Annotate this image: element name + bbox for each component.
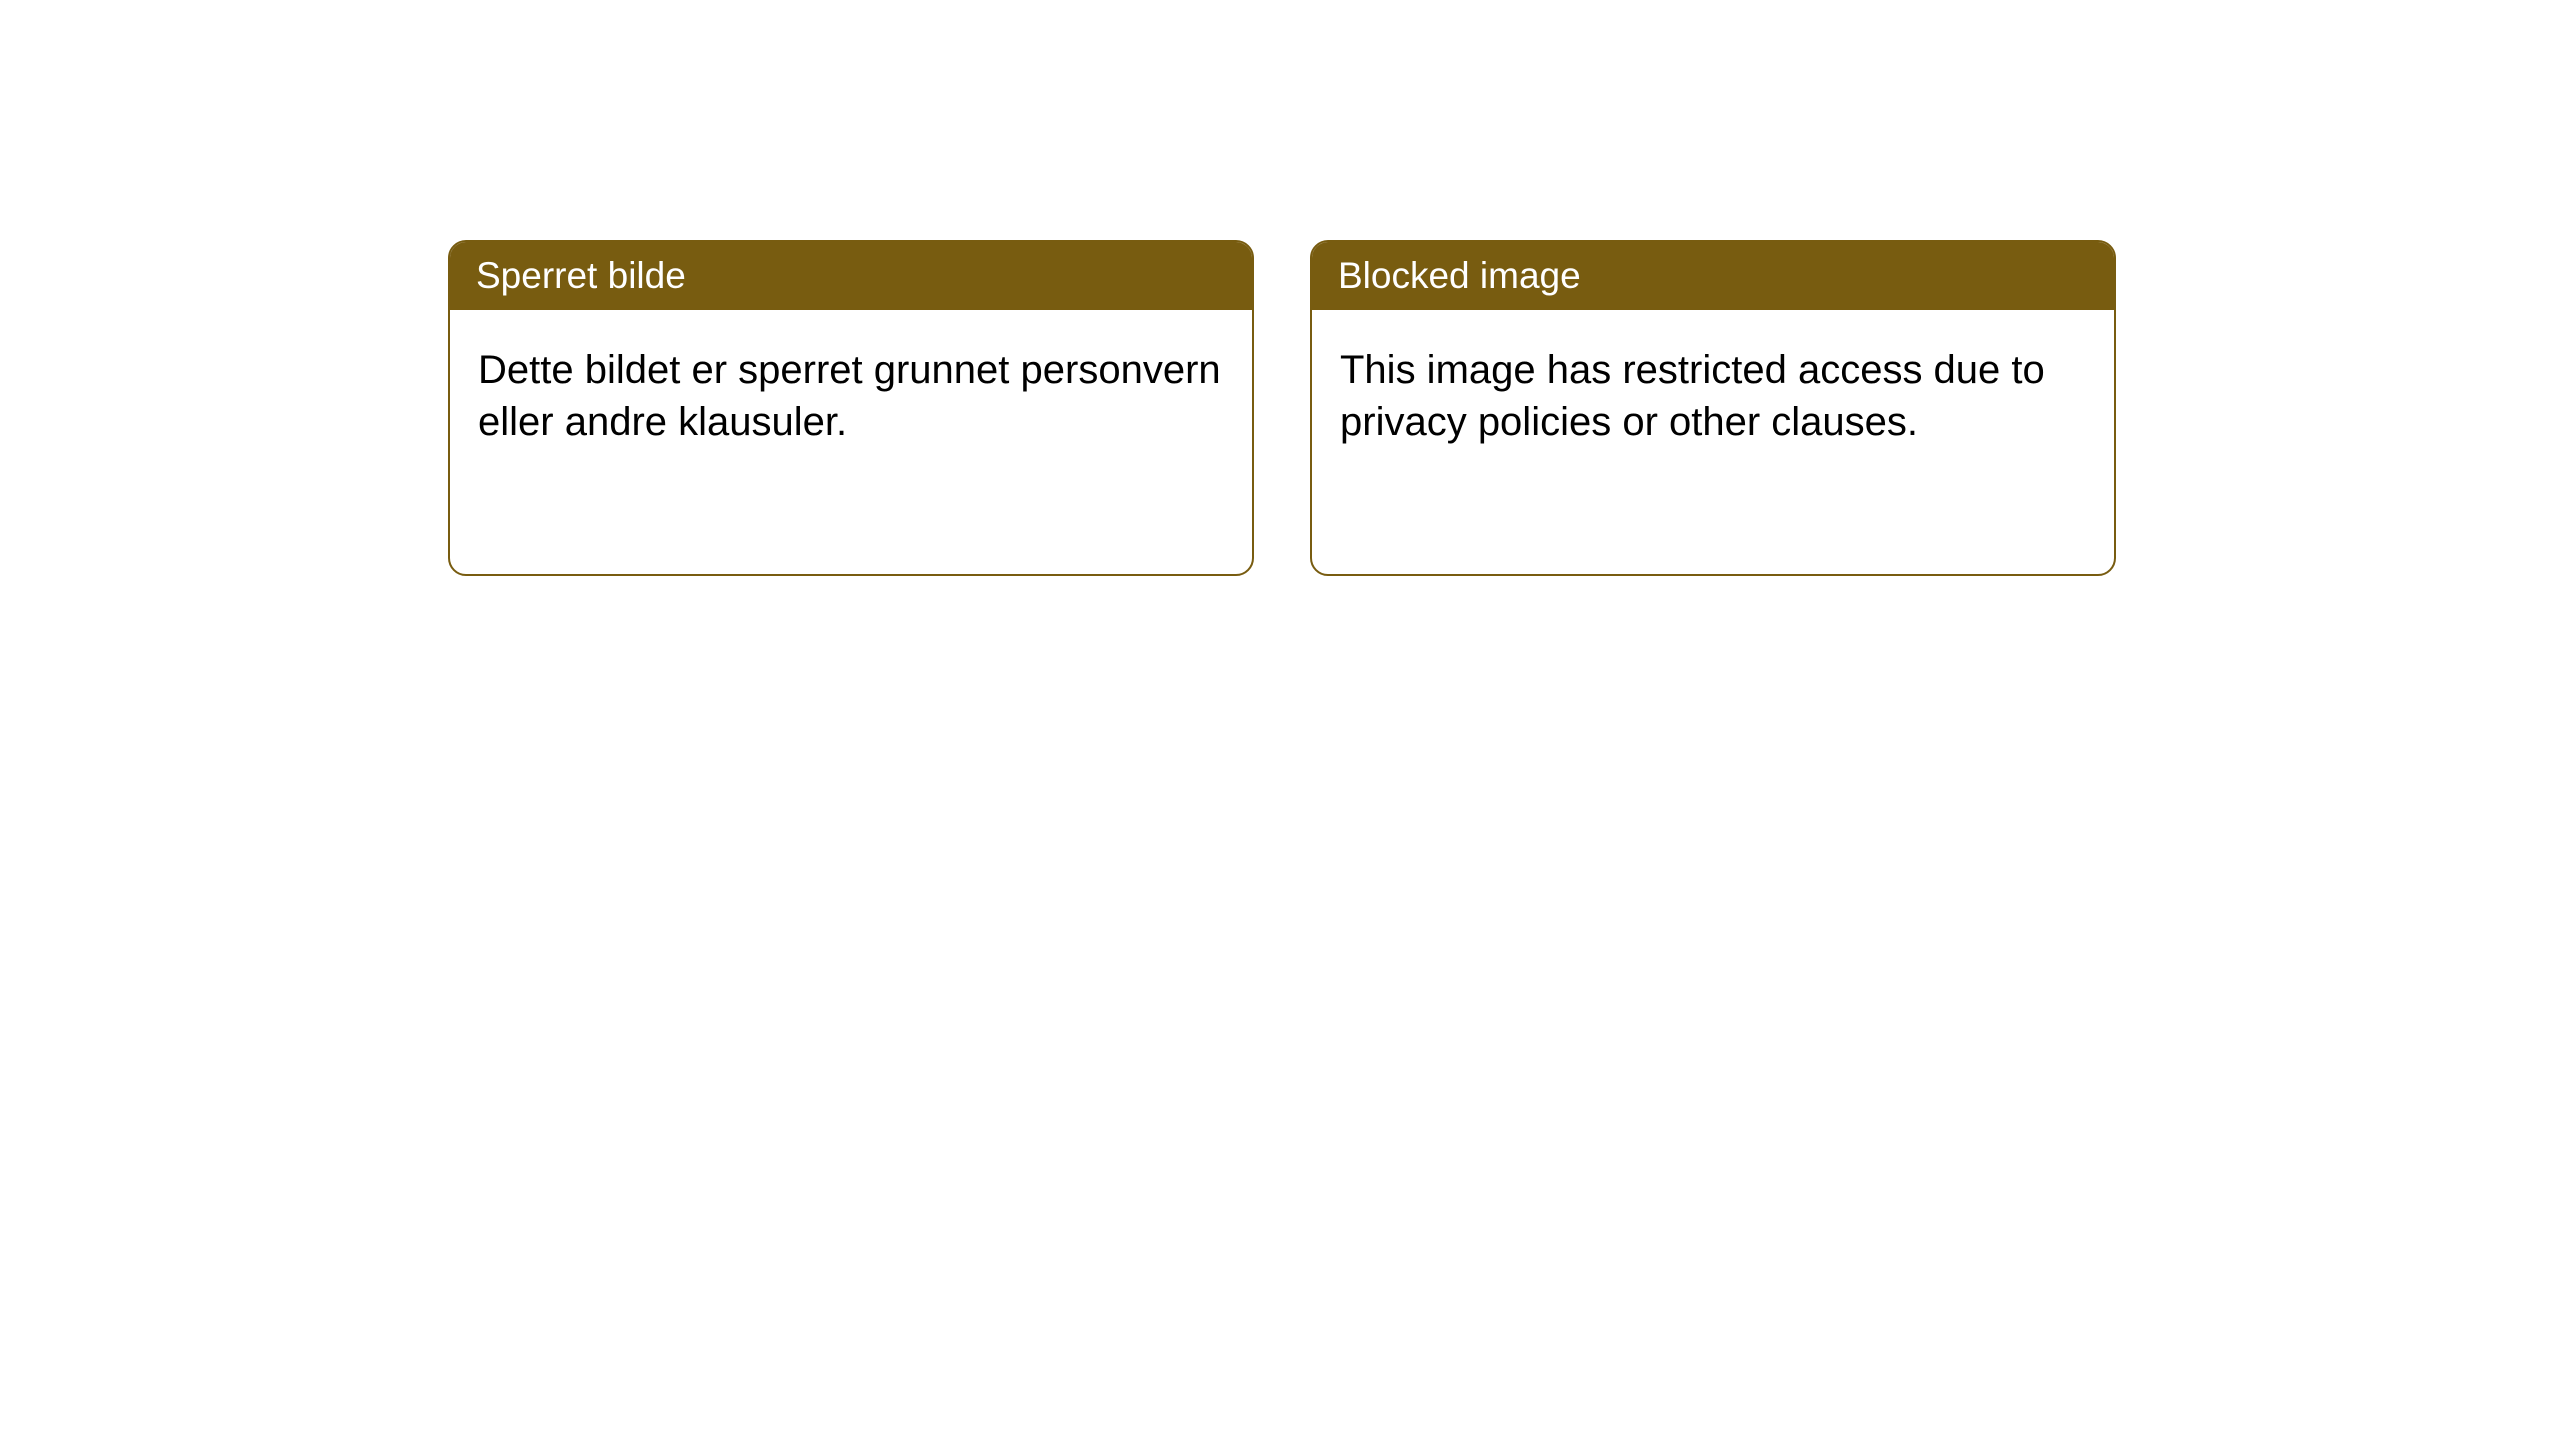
notice-card-en: Blocked image This image has restricted …	[1310, 240, 2116, 576]
notice-card-message: This image has restricted access due to …	[1340, 348, 2045, 444]
notice-card-body: Dette bildet er sperret grunnet personve…	[450, 310, 1252, 482]
notice-cards-container: Sperret bilde Dette bildet er sperret gr…	[448, 240, 2116, 576]
notice-card-header: Sperret bilde	[450, 242, 1252, 310]
notice-card-body: This image has restricted access due to …	[1312, 310, 2114, 482]
notice-card-title: Blocked image	[1338, 255, 1581, 296]
notice-card-title: Sperret bilde	[476, 255, 686, 296]
notice-card-header: Blocked image	[1312, 242, 2114, 310]
notice-card-message: Dette bildet er sperret grunnet personve…	[478, 348, 1221, 444]
notice-card-no: Sperret bilde Dette bildet er sperret gr…	[448, 240, 1254, 576]
